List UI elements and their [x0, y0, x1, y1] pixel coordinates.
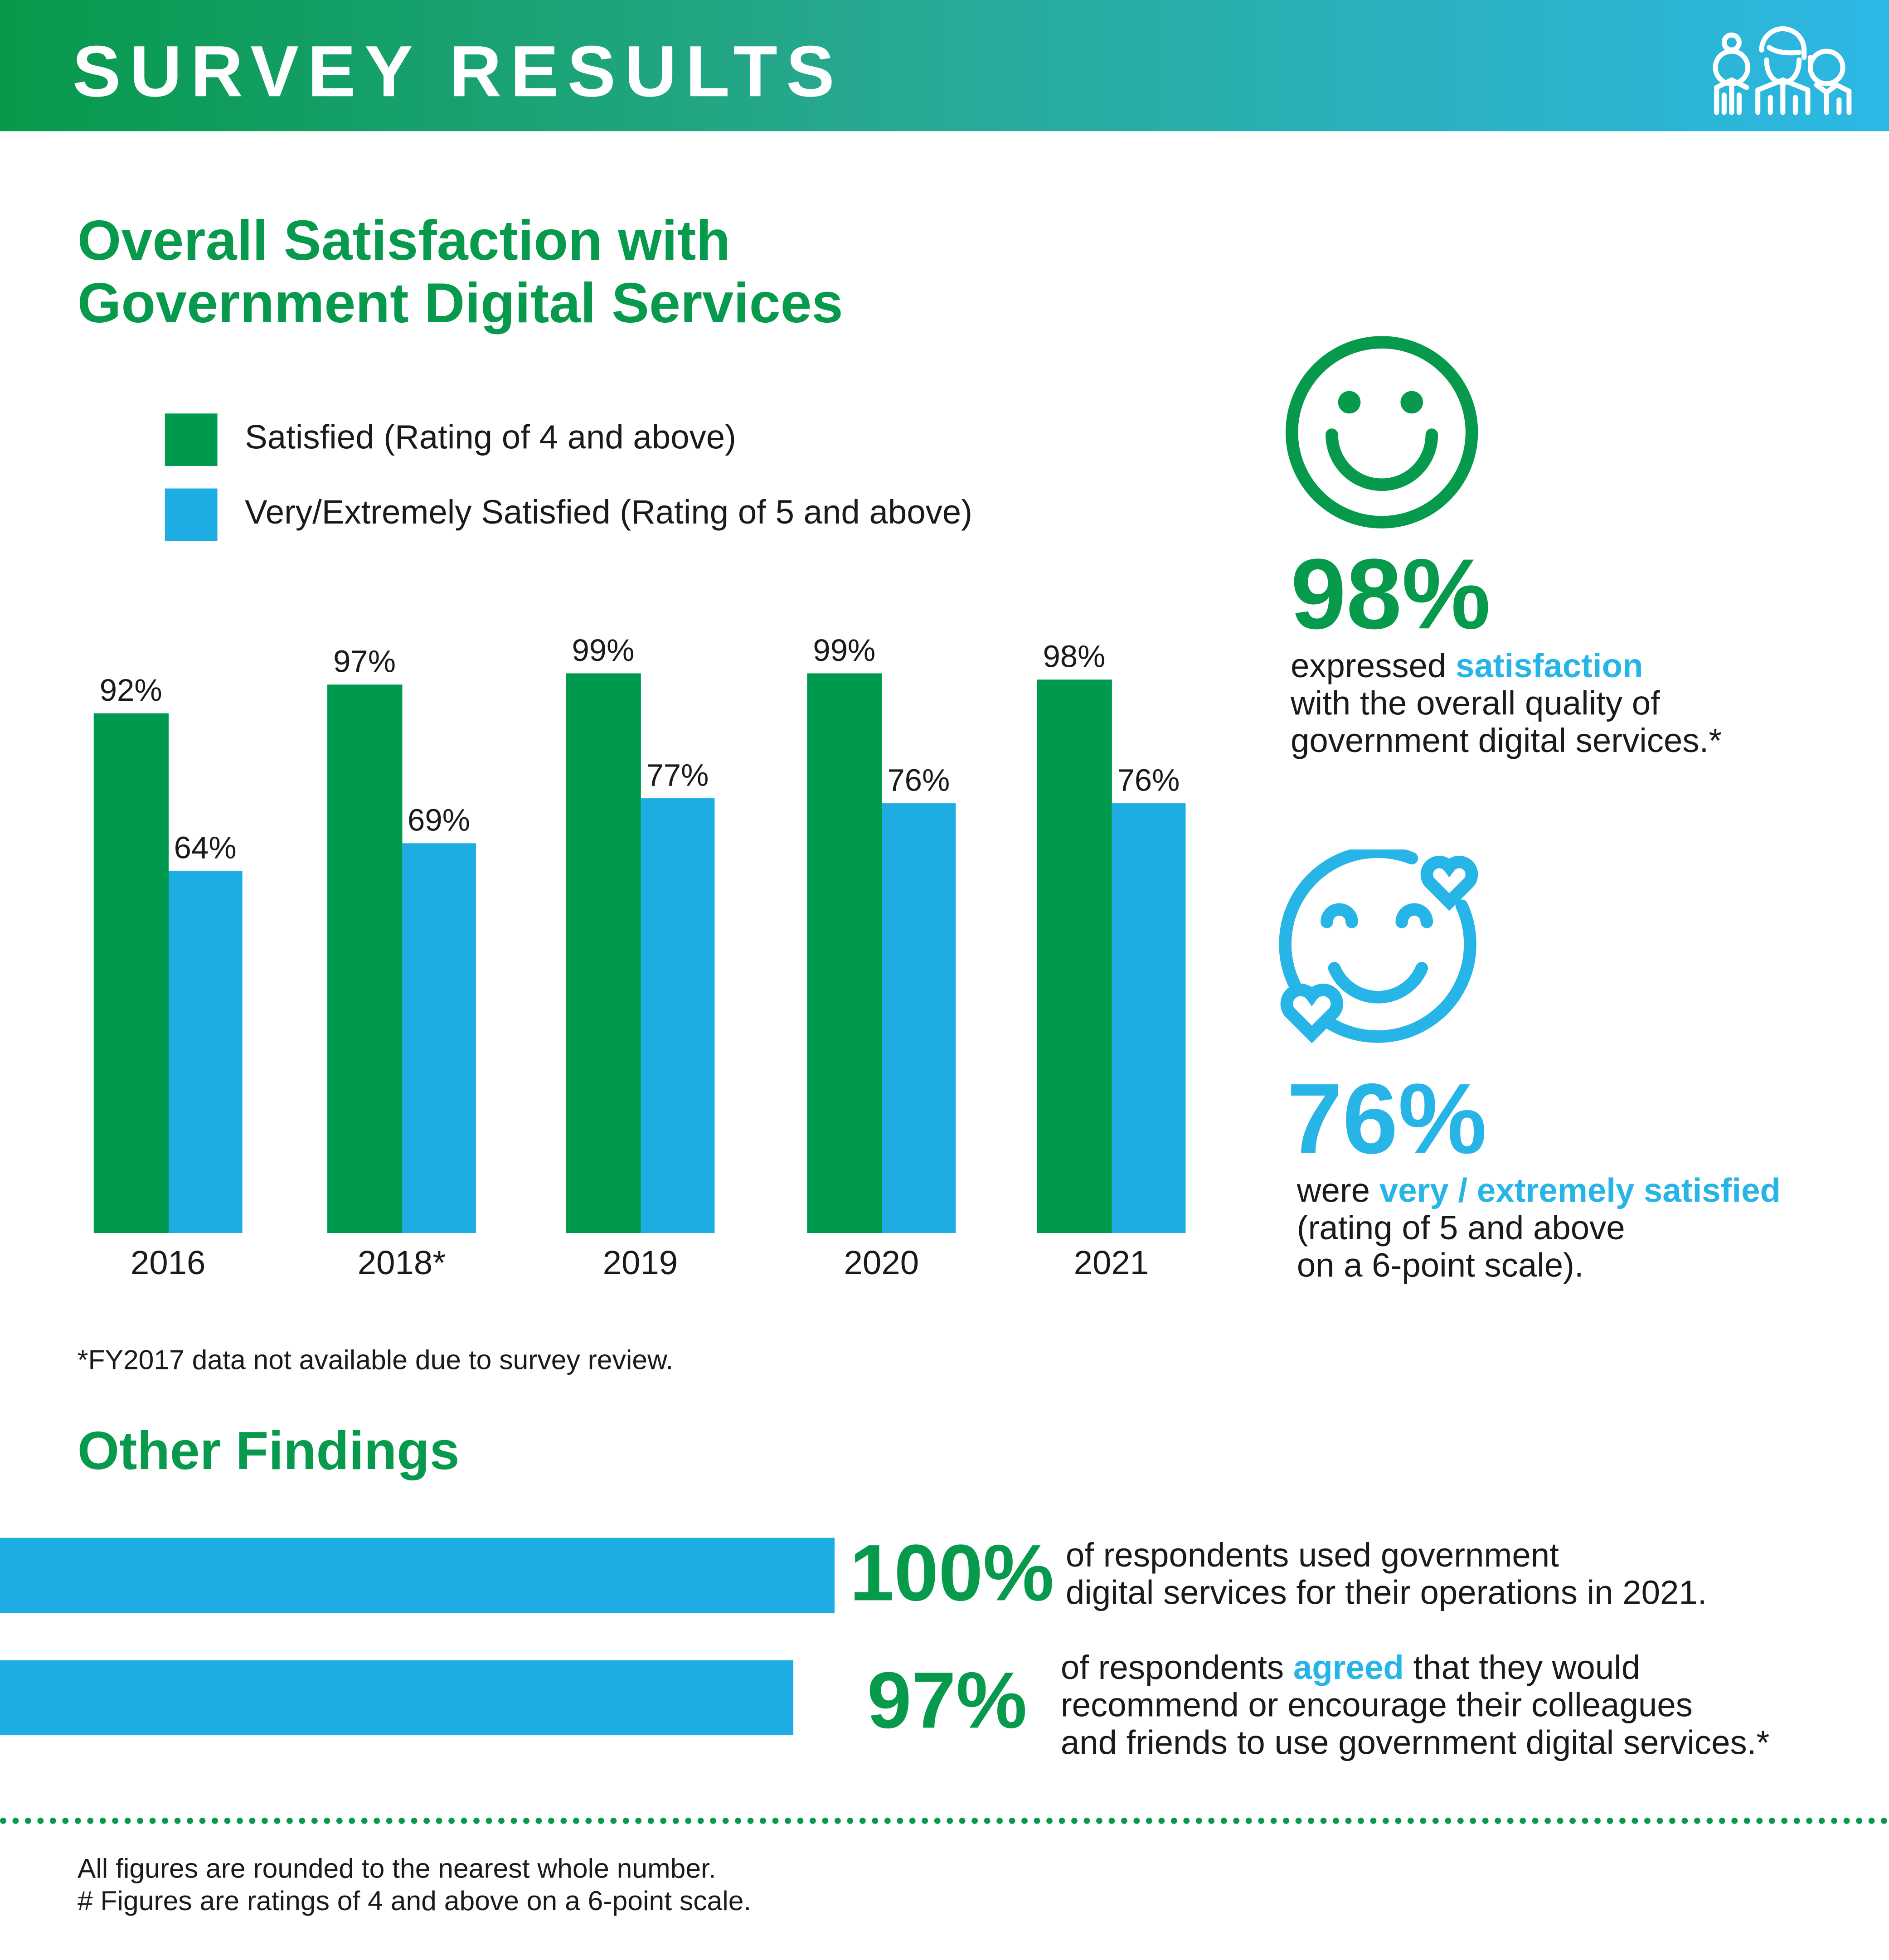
text: of respondents used government [1065, 1536, 1559, 1574]
bar-very-satisfied [881, 803, 956, 1233]
highlight-text: very / extremely satisfied [1379, 1172, 1781, 1209]
text: with the overall quality of [1290, 684, 1660, 722]
x-tick-label: 2019 [602, 1244, 678, 1282]
bar-very-satisfied [402, 843, 476, 1233]
people-group-icon [1713, 26, 1852, 115]
bar-satisfied [93, 713, 168, 1233]
legend-swatch-satisfied [165, 413, 218, 466]
x-tick-label: 2020 [844, 1244, 919, 1282]
text: expressed [1290, 647, 1456, 685]
stat-very-satisfied-text: were very / extremely satisfied (rating … [1297, 1172, 1781, 1284]
highlight-text: agreed [1293, 1649, 1404, 1687]
stat-satisfied-value: 98% [1290, 538, 1491, 650]
finding-bar [0, 1538, 835, 1613]
text: on a 6-point scale). [1297, 1247, 1584, 1285]
data-label: 76% [1117, 763, 1180, 799]
smiley-face-icon [1285, 336, 1478, 529]
finding-value: 97% [867, 1655, 1027, 1746]
page-title: SURVEY RESULTS [72, 31, 844, 113]
highlight-text: satisfaction [1455, 647, 1643, 685]
finding-value: 100% [850, 1528, 1054, 1618]
bar-very-satisfied [640, 797, 715, 1233]
bar-chart: 92% 64% 2016 97% 69% 2018* 99% 77% 2019 99% 76% 202… [0, 0, 1249, 1312]
finding-text: of respondents agreed that they would re… [1061, 1649, 1770, 1761]
text: were [1297, 1172, 1379, 1209]
legend-label-very-satisfied: Very/Extremely Satisfied (Rating of 5 an… [245, 493, 972, 531]
stat-satisfied-text: expressed satisfaction with the overall … [1291, 647, 1722, 760]
finding-text: of respondents used government digital s… [1066, 1537, 1707, 1611]
bar-satisfied [1037, 679, 1112, 1233]
data-label: 98% [1043, 639, 1106, 674]
chart-title: Overall Satisfaction with Government Dig… [77, 209, 843, 335]
data-label: 92% [99, 673, 162, 708]
section-title-other-findings: Other Findings [77, 1421, 460, 1482]
notes: All figures are rounded to the nearest w… [78, 1853, 751, 1917]
dotted-divider [0, 1817, 1889, 1824]
x-tick-label: 2016 [130, 1244, 206, 1282]
text: of respondents [1060, 1649, 1293, 1687]
data-label: 77% [646, 757, 709, 793]
finding-bar [0, 1660, 793, 1736]
data-label: 99% [572, 633, 635, 669]
text: that they would [1403, 1649, 1641, 1687]
bar-satisfied [327, 684, 402, 1233]
data-label: 76% [887, 763, 950, 799]
data-label: 64% [174, 831, 237, 866]
text: (rating of 5 and above [1297, 1209, 1625, 1247]
legend-label-satisfied: Satisfied (Rating of 4 and above) [245, 418, 736, 456]
legend-swatch-very-satisfied [165, 488, 218, 541]
chart-title-line: Overall Satisfaction with [77, 209, 731, 272]
data-label: 69% [408, 803, 470, 838]
note: # Figures are ratings of 4 and above on … [77, 1885, 752, 1916]
chart-title-line: Government Digital Services [77, 271, 843, 335]
bar-satisfied [566, 673, 641, 1233]
bar-satisfied [807, 673, 882, 1233]
x-tick-label: 2021 [1073, 1244, 1149, 1282]
header-banner: SURVEY RESULTS [0, 0, 1889, 131]
note: All figures are rounded to the nearest w… [77, 1853, 716, 1884]
text: and friends to use government digital se… [1060, 1724, 1770, 1761]
bar-very-satisfied [168, 871, 243, 1233]
smiley-hearts-icon [1279, 849, 1478, 1043]
text: digital services for their operations in… [1065, 1574, 1707, 1612]
data-label: 97% [333, 645, 396, 680]
stat-very-satisfied-value: 76% [1287, 1063, 1487, 1174]
bar-very-satisfied [1111, 803, 1186, 1233]
text: recommend or encourage their colleagues [1060, 1686, 1693, 1724]
data-label: 99% [813, 633, 876, 669]
x-tick-label: 2018* [357, 1244, 446, 1282]
text: government digital services.* [1290, 722, 1722, 760]
chart-footnote: *FY2017 data not available due to survey… [77, 1344, 674, 1376]
